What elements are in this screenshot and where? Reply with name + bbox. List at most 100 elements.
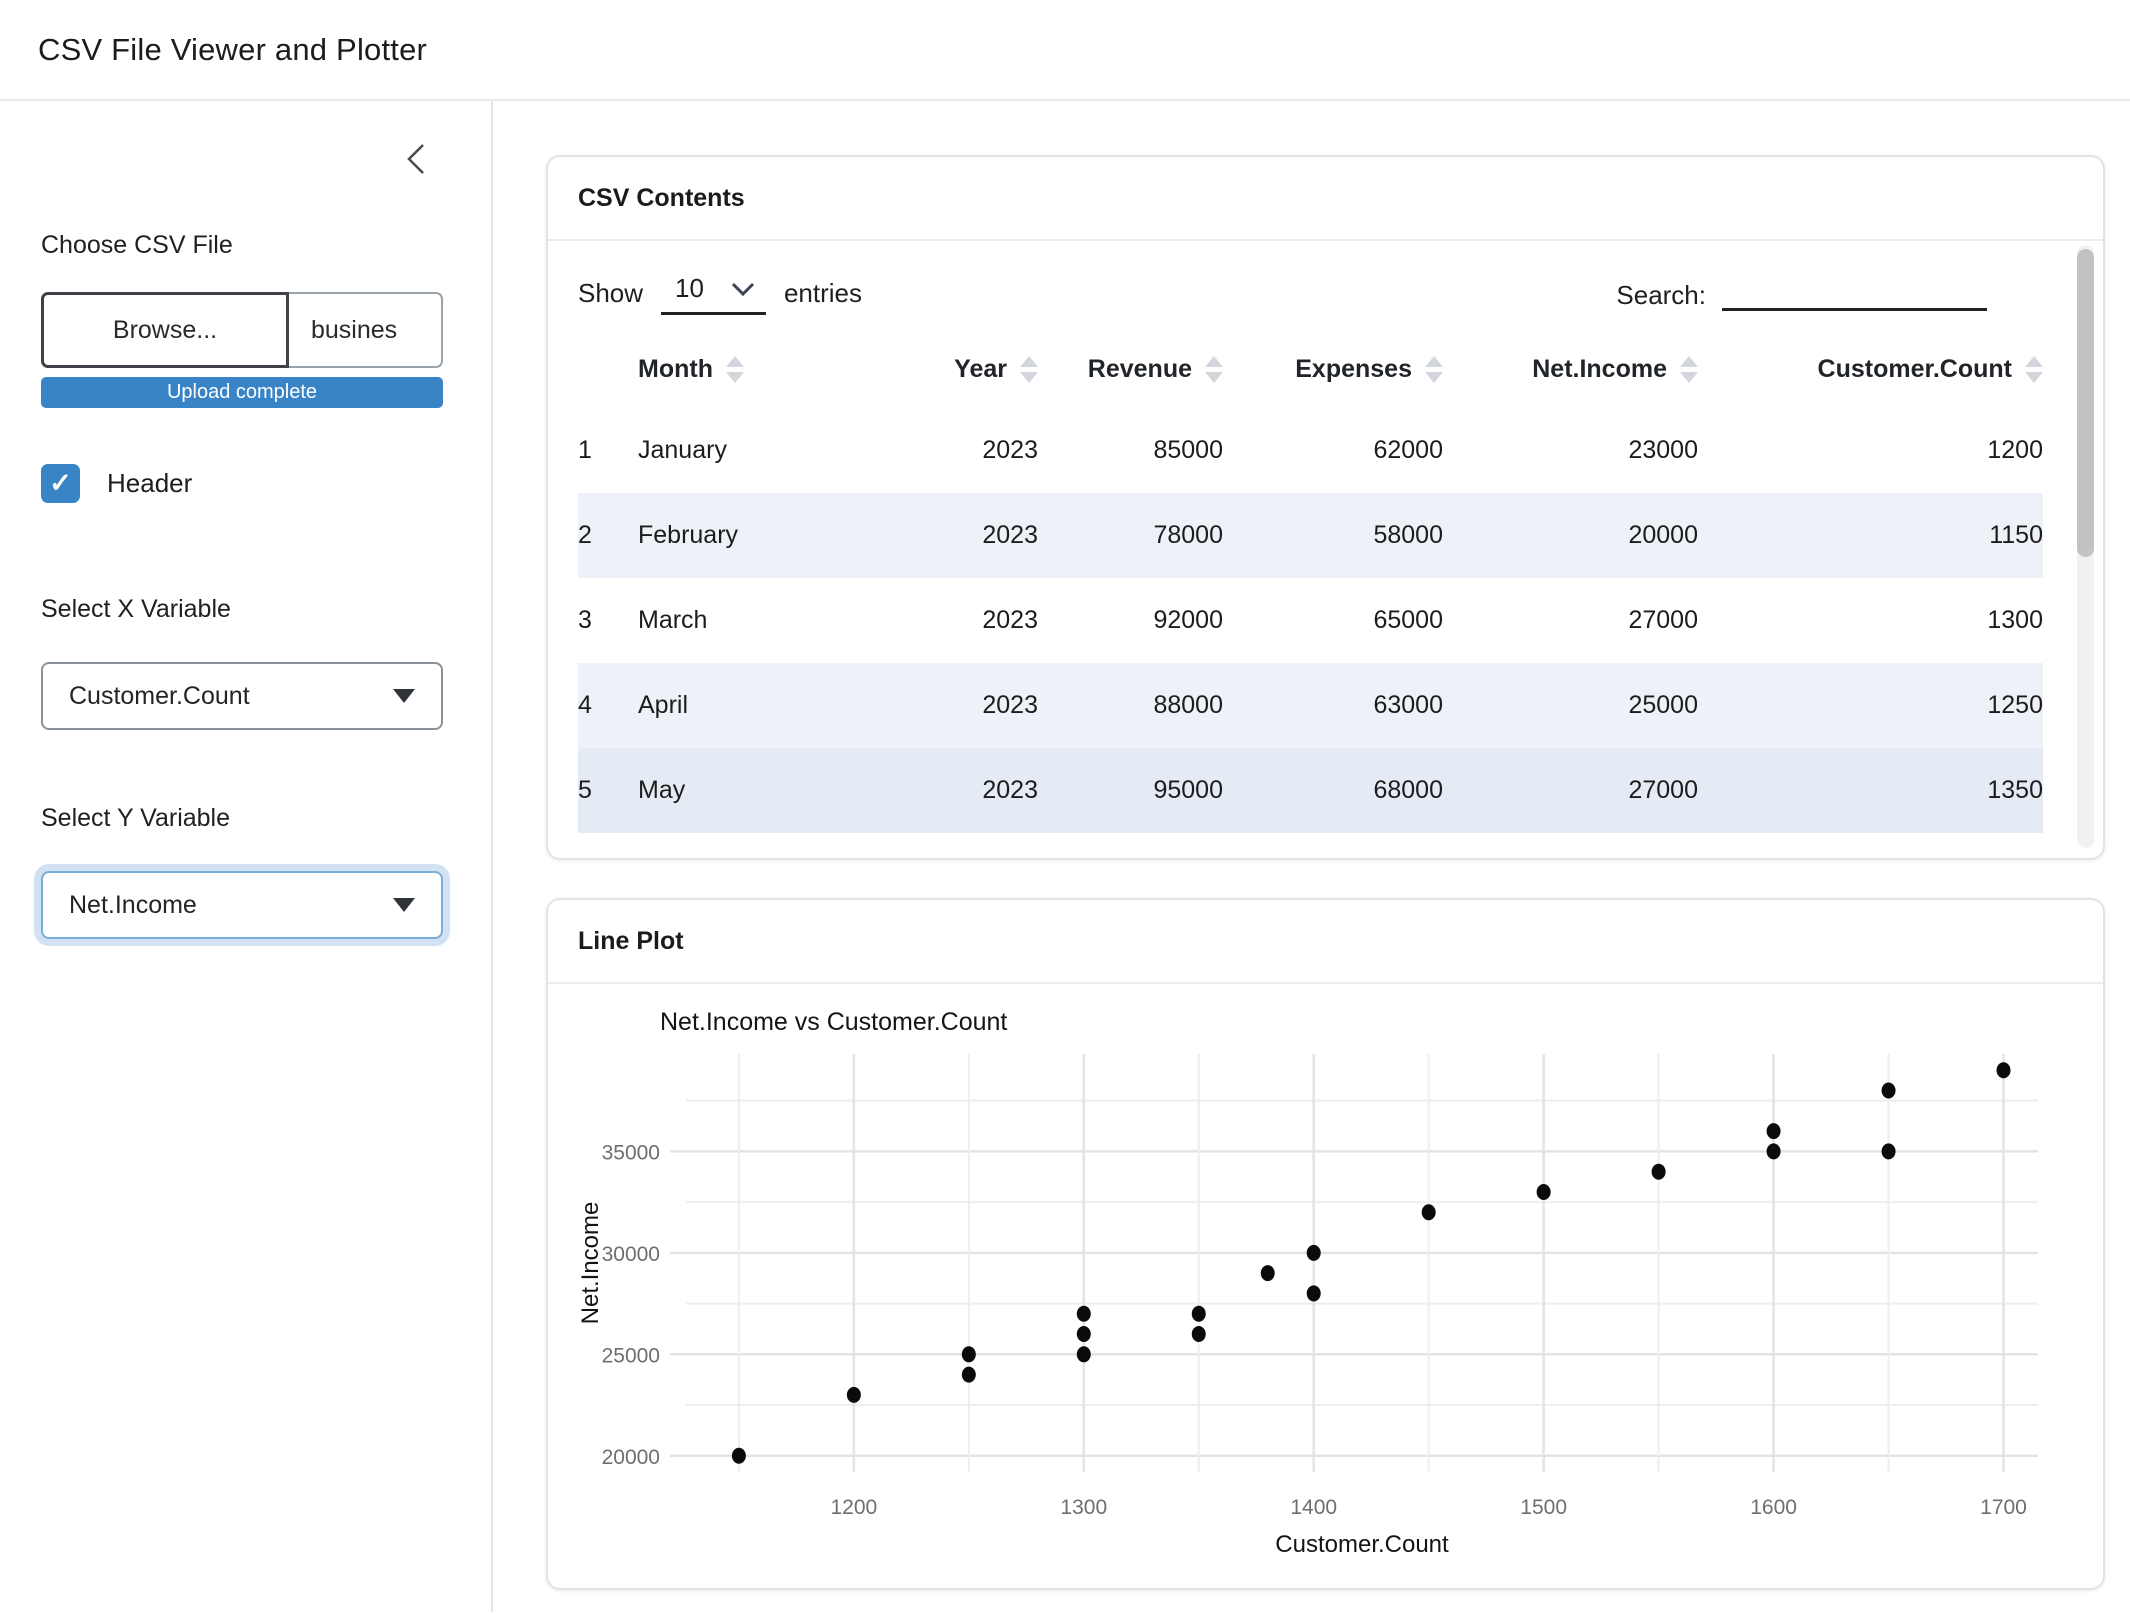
- cell: 1350: [1698, 748, 2043, 833]
- cell: 25000: [1443, 663, 1698, 748]
- cell: 68000: [1223, 748, 1443, 833]
- x-variable-label: Select X Variable: [41, 595, 447, 624]
- main-content: CSV Contents Show 10 entries: [493, 101, 2130, 1612]
- file-name-field[interactable]: busines: [289, 292, 443, 368]
- csv-contents-card: CSV Contents Show 10 entries: [546, 155, 2105, 860]
- svg-text:20000: 20000: [602, 1446, 660, 1469]
- scatter-plot: 2000025000300003500012001300140015001600…: [568, 1002, 2048, 1590]
- cell: 2023: [868, 748, 1038, 833]
- cell: 23000: [1443, 408, 1698, 493]
- header-checkbox-label[interactable]: Header: [107, 468, 192, 499]
- table-row[interactable]: 2February20237800058000200001150: [578, 493, 2043, 578]
- y-variable-label: Select Y Variable: [41, 804, 447, 833]
- sort-icon: [1205, 356, 1223, 383]
- page-title: CSV File Viewer and Plotter: [38, 32, 427, 68]
- svg-text:Customer.Count: Customer.Count: [1275, 1531, 1449, 1558]
- chevron-left-icon: [403, 139, 429, 179]
- cell: 27000: [1443, 578, 1698, 663]
- cell: 78000: [1038, 493, 1223, 578]
- cell: 2023: [868, 578, 1038, 663]
- file-input-label: Choose CSV File: [41, 231, 447, 260]
- svg-text:30000: 30000: [602, 1243, 660, 1266]
- cell: 65000: [1223, 578, 1443, 663]
- row-number: 5: [578, 748, 638, 833]
- file-input: Browse... busines: [41, 292, 443, 368]
- cell: 1200: [1698, 408, 2043, 493]
- svg-text:Net.Income vs Customer.Count: Net.Income vs Customer.Count: [660, 1008, 1007, 1036]
- svg-text:1500: 1500: [1520, 1496, 1567, 1519]
- table-body: 1January202385000620002300012002February…: [578, 408, 2043, 833]
- sidebar-collapse-button[interactable]: [403, 139, 429, 184]
- sort-icon: [1680, 356, 1698, 383]
- line-plot-card: Line Plot 20000 25000 30000 35000 1200 1300 14…: [546, 898, 2105, 1590]
- column-header[interactable]: Net.Income: [1443, 341, 1698, 408]
- cell: 20000: [1443, 493, 1698, 578]
- table-header-row: MonthYearRevenueExpensesNet.IncomeCustom…: [578, 341, 2043, 408]
- cell: March: [638, 578, 868, 663]
- svg-text:Net.Income: Net.Income: [577, 1202, 604, 1325]
- sort-icon: [726, 356, 744, 383]
- x-variable-value: Customer.Count: [69, 682, 250, 711]
- cell: 58000: [1223, 493, 1443, 578]
- sort-icon: [1425, 356, 1443, 383]
- row-number: 1: [578, 408, 638, 493]
- y-variable-value: Net.Income: [69, 891, 197, 920]
- row-number: 4: [578, 663, 638, 748]
- table-row[interactable]: 4April20238800063000250001250: [578, 663, 2043, 748]
- cell: 2023: [868, 408, 1038, 493]
- column-header[interactable]: Customer.Count: [1698, 341, 2043, 408]
- table-row[interactable]: 3March20239200065000270001300: [578, 578, 2043, 663]
- sidebar: Choose CSV File Browse... busines Upload…: [0, 101, 493, 1612]
- svg-text:1700: 1700: [1980, 1496, 2027, 1519]
- svg-text:35000: 35000: [602, 1141, 660, 1164]
- cell: 2023: [868, 493, 1038, 578]
- row-number: 3: [578, 578, 638, 663]
- sort-icon: [1020, 356, 1038, 383]
- column-header[interactable]: Expenses: [1223, 341, 1443, 408]
- caret-down-icon: [393, 898, 415, 912]
- show-label: Show: [578, 278, 643, 309]
- cell: January: [638, 408, 868, 493]
- csv-card-title: CSV Contents: [548, 157, 2103, 241]
- cell: 1150: [1698, 493, 2043, 578]
- upload-progress-bar: Upload complete: [41, 377, 443, 408]
- table-row[interactable]: 5May20239500068000270001350: [578, 748, 2043, 833]
- y-variable-select[interactable]: Net.Income: [41, 871, 443, 939]
- header-checkbox[interactable]: ✓: [41, 464, 80, 503]
- svg-text:1300: 1300: [1060, 1496, 1107, 1519]
- table-scrollbar[interactable]: [2077, 245, 2094, 848]
- svg-text:25000: 25000: [602, 1344, 660, 1367]
- sort-icon: [2025, 356, 2043, 383]
- cell: 1300: [1698, 578, 2043, 663]
- cell: February: [638, 493, 868, 578]
- column-header[interactable]: Year: [868, 341, 1038, 408]
- page-length-value: 10: [675, 273, 704, 304]
- column-header[interactable]: Month: [638, 341, 868, 408]
- row-number: 2: [578, 493, 638, 578]
- page-length-select[interactable]: 10: [661, 271, 766, 315]
- cell: 95000: [1038, 748, 1223, 833]
- cell: 2023: [868, 663, 1038, 748]
- entries-label: entries: [784, 278, 862, 309]
- caret-down-icon: [393, 689, 415, 703]
- cell: 1250: [1698, 663, 2043, 748]
- svg-text:1200: 1200: [830, 1496, 877, 1519]
- scrollbar-thumb[interactable]: [2077, 249, 2094, 557]
- cell: 62000: [1223, 408, 1443, 493]
- cell: 27000: [1443, 748, 1698, 833]
- cell: 85000: [1038, 408, 1223, 493]
- cell: May: [638, 748, 868, 833]
- plot-card-title: Line Plot: [548, 900, 2103, 984]
- x-variable-select[interactable]: Customer.Count: [41, 662, 443, 730]
- column-header[interactable]: Revenue: [1038, 341, 1223, 408]
- cell: 88000: [1038, 663, 1223, 748]
- cell: April: [638, 663, 868, 748]
- search-label: Search:: [1616, 280, 1706, 311]
- table-row[interactable]: 1January20238500062000230001200: [578, 408, 2043, 493]
- csv-table: MonthYearRevenueExpensesNet.IncomeCustom…: [578, 341, 2043, 833]
- cell: 63000: [1223, 663, 1443, 748]
- svg-text:1400: 1400: [1290, 1496, 1337, 1519]
- browse-button[interactable]: Browse...: [41, 292, 289, 368]
- cell: 92000: [1038, 578, 1223, 663]
- search-input[interactable]: [1722, 271, 1987, 311]
